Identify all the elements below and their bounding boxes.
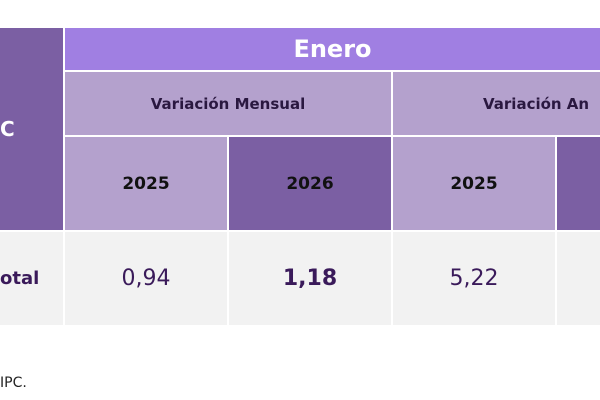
row-label: otal	[0, 232, 63, 325]
group-header: Variación An	[393, 72, 600, 135]
year-header: 2025	[65, 137, 227, 230]
corner-header: C	[0, 28, 63, 230]
cell: 1,18	[229, 232, 391, 325]
footer-note: IPC.	[0, 375, 27, 391]
year-header-cropped	[557, 137, 600, 230]
year-header: 2026	[229, 137, 391, 230]
cell-cropped	[557, 232, 600, 325]
year-header: 2025	[393, 137, 555, 230]
month-header: Enero	[65, 28, 600, 70]
cell: 5,22	[393, 232, 555, 325]
group-header: Variación Mensual	[65, 72, 391, 135]
cell: 0,94	[65, 232, 227, 325]
